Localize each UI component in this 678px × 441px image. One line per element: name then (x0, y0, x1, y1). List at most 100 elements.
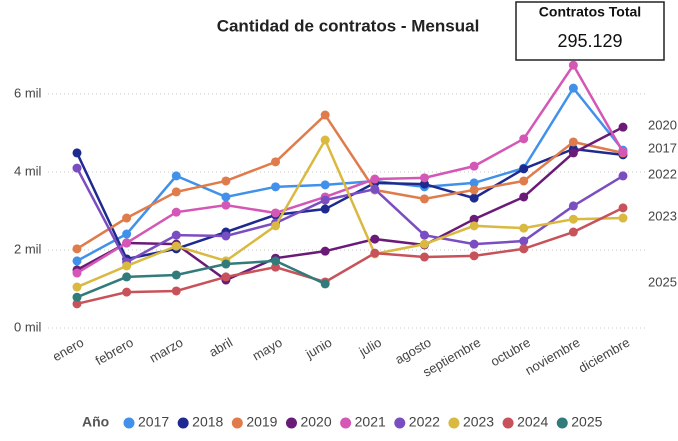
data-point (419, 239, 429, 249)
data-point (271, 208, 281, 218)
end-label: 2020 (648, 118, 677, 133)
data-point (618, 122, 628, 132)
data-point (171, 187, 181, 197)
data-point (469, 239, 479, 249)
data-point (72, 299, 82, 309)
kpi-label: Contratos Total (539, 4, 641, 20)
x-tick-label: marzo (147, 335, 186, 366)
end-label: 2023 (648, 208, 677, 223)
data-point (221, 200, 231, 210)
data-point (568, 227, 578, 237)
data-point (469, 185, 479, 195)
legend-label: 2024 (517, 414, 548, 430)
data-point (171, 171, 181, 181)
data-point (370, 174, 380, 184)
x-tick-label: abril (206, 335, 235, 360)
data-point (221, 231, 231, 241)
data-point (221, 192, 231, 202)
x-tick-label: enero (50, 335, 86, 365)
series-line (76, 85, 624, 263)
x-tick-label: mayo (250, 335, 285, 364)
data-point (519, 192, 529, 202)
data-point (568, 201, 578, 211)
legend-label: 2022 (409, 414, 440, 430)
legend-swatch (394, 417, 406, 429)
legend-swatch (231, 417, 243, 429)
data-point (72, 268, 82, 278)
data-point (320, 135, 330, 145)
legend-swatch (502, 417, 514, 429)
y-tick-label: 2 mil (14, 241, 42, 256)
legend-swatch (123, 417, 135, 429)
data-point (221, 259, 231, 269)
data-point (320, 204, 330, 214)
data-point (568, 148, 578, 158)
data-point (271, 157, 281, 167)
data-point (271, 182, 281, 192)
series-line (76, 259, 326, 299)
data-point (370, 234, 380, 244)
legend-swatch (448, 417, 460, 429)
legend-swatch (285, 417, 297, 429)
end-label: 2017 (648, 141, 677, 156)
data-point (568, 83, 578, 93)
series-line (76, 137, 624, 289)
legend-label: 2019 (246, 414, 277, 430)
data-point (469, 251, 479, 261)
legend-swatch (340, 417, 352, 429)
data-point (271, 221, 281, 231)
end-label: 2022 (648, 166, 677, 181)
data-point (72, 148, 82, 158)
data-point (122, 213, 132, 223)
data-point (419, 194, 429, 204)
data-point (171, 270, 181, 280)
data-point (618, 213, 628, 223)
data-point (122, 261, 132, 271)
legend-swatch (556, 417, 568, 429)
legend-label: 2021 (355, 414, 386, 430)
x-tick-label: noviembre (523, 335, 583, 378)
data-point (370, 248, 380, 258)
x-tick-label: junio (302, 335, 334, 362)
data-point (122, 272, 132, 282)
data-point (618, 171, 628, 181)
data-point (519, 223, 529, 233)
x-tick-label: febrero (93, 335, 136, 369)
data-point (221, 176, 231, 186)
data-point (519, 236, 529, 246)
y-tick-label: 4 mil (14, 163, 42, 178)
kpi-value: 295.129 (557, 31, 622, 51)
data-point (171, 241, 181, 251)
data-point (568, 60, 578, 70)
data-point (419, 179, 429, 189)
legend-label: 2018 (192, 414, 223, 430)
legend-label: 2017 (138, 414, 169, 430)
data-point (519, 244, 529, 254)
data-point (271, 262, 281, 272)
data-point (469, 193, 479, 203)
data-point (72, 163, 82, 173)
data-point (568, 137, 578, 147)
data-point (519, 176, 529, 186)
data-point (72, 282, 82, 292)
data-point (370, 184, 380, 194)
data-point (221, 272, 231, 282)
data-point (469, 178, 479, 188)
series-line (76, 126, 624, 282)
x-tick-label: julio (356, 335, 384, 360)
data-point (320, 246, 330, 256)
data-point (519, 134, 529, 144)
data-point (469, 214, 479, 224)
chart-title: Cantidad de contratos - Mensual (217, 16, 480, 35)
legend-label: 2023 (463, 414, 494, 430)
data-point (72, 292, 82, 302)
data-point (419, 230, 429, 240)
data-point (469, 221, 479, 231)
end-label: 2025 (648, 274, 677, 289)
data-point (171, 286, 181, 296)
data-point (72, 256, 82, 266)
legend-label: 2020 (300, 414, 331, 430)
series-line (76, 206, 624, 306)
y-tick-label: 0 mil (14, 319, 42, 334)
